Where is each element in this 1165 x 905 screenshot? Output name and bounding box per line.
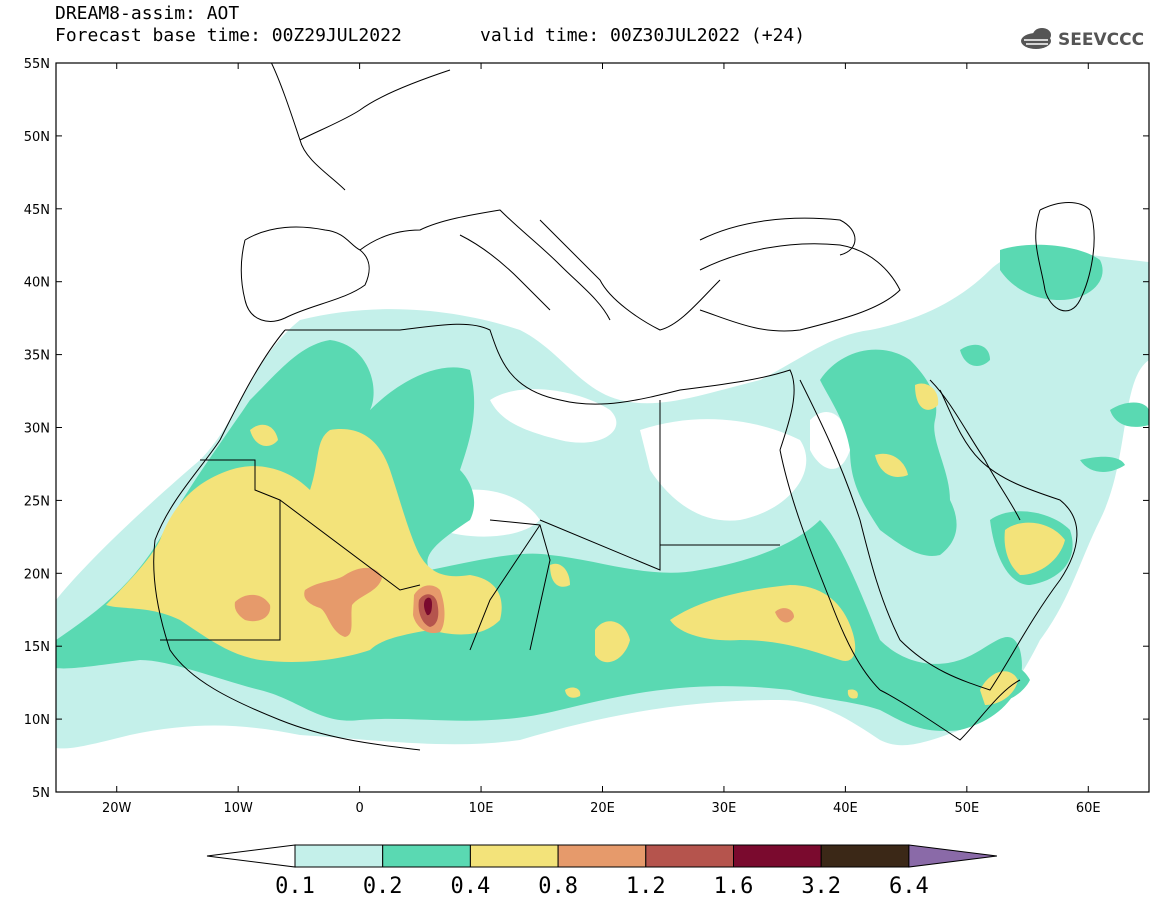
lat-label: 50N <box>24 130 50 145</box>
lon-label: 40E <box>833 801 858 816</box>
colorbar-swatch <box>820 844 910 868</box>
colorbar-label: 0.1 <box>275 874 315 899</box>
lat-label: 15N <box>24 640 50 655</box>
colorbar-max-arrow <box>908 844 997 868</box>
coastlines <box>153 63 1095 751</box>
map-title: DREAM8-assim: AOT <box>55 3 240 24</box>
lat-label: 20N <box>24 567 50 582</box>
colorbar <box>206 844 997 868</box>
colorbar-label: 0.8 <box>538 874 578 899</box>
lon-label: 20W <box>102 801 132 816</box>
logo-text: SEEVCCC <box>1058 30 1145 50</box>
lon-label: 10W <box>223 801 253 816</box>
colorbar-label: 0.4 <box>451 874 491 899</box>
colorbar-min-arrow <box>206 844 296 868</box>
seevccc-logo <box>1021 28 1051 49</box>
colorbar-swatch <box>469 844 559 868</box>
lat-label: 55N <box>24 57 50 72</box>
axis-ticks <box>56 62 1149 793</box>
lat-label: 35N <box>24 349 50 364</box>
valid-time: valid time: 00Z30JUL2022 (+24) <box>480 25 806 46</box>
forecast-base-time: Forecast base time: 00Z29JUL2022 <box>55 25 402 46</box>
cloud-icon <box>1021 28 1051 49</box>
lon-label: 60E <box>1076 801 1101 816</box>
aot-level-1.6 <box>423 597 432 616</box>
aot-level-0.4 <box>106 383 1065 705</box>
lon-label: 50E <box>954 801 979 816</box>
colorbar-swatch <box>294 844 384 868</box>
colorbar-swatch <box>733 844 822 868</box>
aot-field <box>56 63 1149 792</box>
colorbar-label: 1.6 <box>714 874 754 899</box>
lat-label: 5N <box>32 786 50 801</box>
colorbar-label: 6.4 <box>889 874 929 899</box>
colorbar-swatch <box>382 844 471 868</box>
colorbar-swatch <box>645 844 734 868</box>
lon-label: 10E <box>469 801 494 816</box>
colorbar-label: 0.2 <box>363 874 403 899</box>
lat-label: 40N <box>24 276 50 291</box>
lon-axis-labels: 20W 10W 0 10E 20E 30E 40E 50E 60E <box>102 801 1101 816</box>
colorbar-swatch <box>557 844 647 868</box>
colorbar-labels: 0.1 0.2 0.4 0.8 1.2 1.6 3.2 6.4 <box>275 874 929 899</box>
lat-label: 45N <box>24 203 50 218</box>
lon-label: 0 <box>355 801 363 816</box>
lon-label: 30E <box>712 801 737 816</box>
lat-axis-labels: 55N 50N 45N 40N 35N 30N 25N 20N 15N 10N 5N <box>24 57 50 801</box>
lat-label: 30N <box>24 422 50 437</box>
lat-label: 10N <box>24 713 50 728</box>
colorbar-label: 3.2 <box>801 874 841 899</box>
lat-label: 25N <box>24 494 50 509</box>
colorbar-label: 1.2 <box>626 874 666 899</box>
lon-label: 20E <box>590 801 615 816</box>
